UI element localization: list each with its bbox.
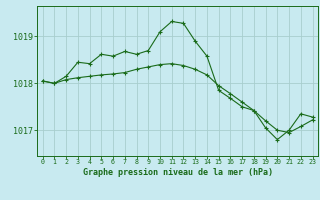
X-axis label: Graphe pression niveau de la mer (hPa): Graphe pression niveau de la mer (hPa) bbox=[83, 168, 273, 177]
